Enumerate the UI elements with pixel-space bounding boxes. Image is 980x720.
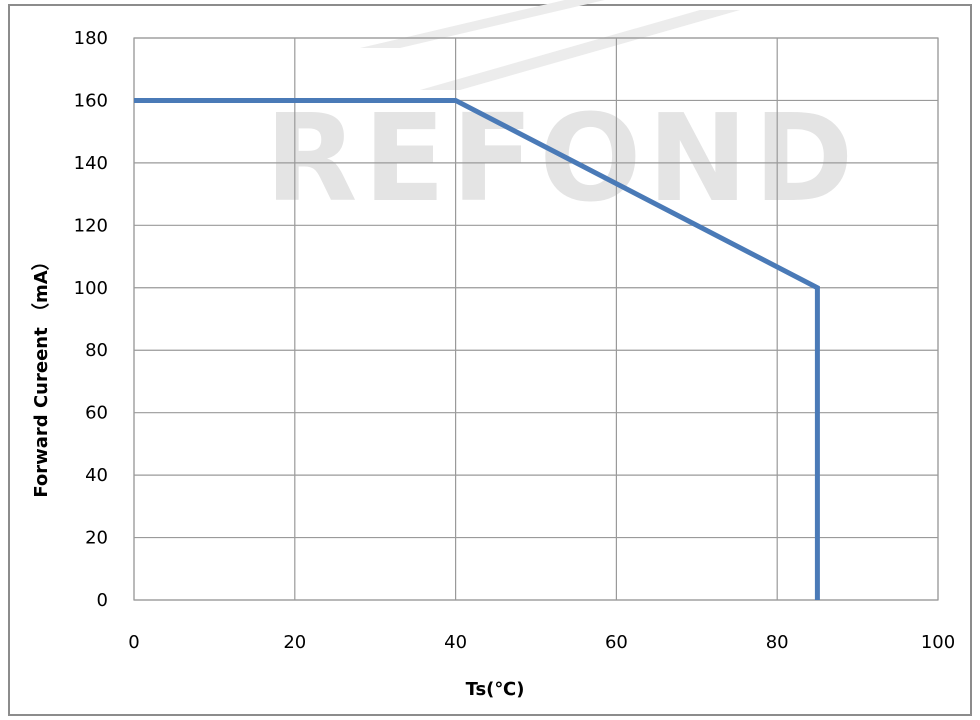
y-tick-label: 60 (85, 403, 108, 424)
x-tick-label: 0 (128, 632, 139, 653)
y-tick-label: 120 (74, 215, 108, 236)
x-tick-label: 60 (605, 632, 628, 653)
series-line (134, 97, 820, 600)
watermark-stripe (360, 0, 605, 48)
y-tick-label: 0 (97, 590, 108, 611)
chart-frame (8, 4, 972, 716)
y-tick-label: 100 (74, 278, 108, 299)
watermark-stripe (420, 10, 740, 90)
x-tick-label: 80 (766, 632, 789, 653)
x-tick-label: 20 (283, 632, 306, 653)
y-tick-label: 160 (74, 90, 108, 111)
y-tick-label: 140 (74, 153, 108, 174)
x-tick-label: 100 (921, 632, 955, 653)
x-tick-labels: 0 20 40 60 80 100 (128, 632, 955, 653)
y-axis-title: Forward Cureent （mA） (31, 252, 52, 497)
y-tick-label: 40 (85, 465, 108, 486)
y-tick-label: 180 (74, 28, 108, 49)
watermark: REFOND (265, 0, 859, 229)
series-layer (134, 97, 820, 600)
watermark-text: REFOND (265, 90, 859, 229)
y-tick-labels: 0 20 40 60 80 100 120 140 160 180 (74, 28, 108, 611)
x-tick-label: 40 (444, 632, 467, 653)
x-axis-title: Ts(℃) (466, 679, 525, 700)
y-tick-label: 80 (85, 340, 108, 361)
y-tick-label: 20 (85, 528, 108, 549)
